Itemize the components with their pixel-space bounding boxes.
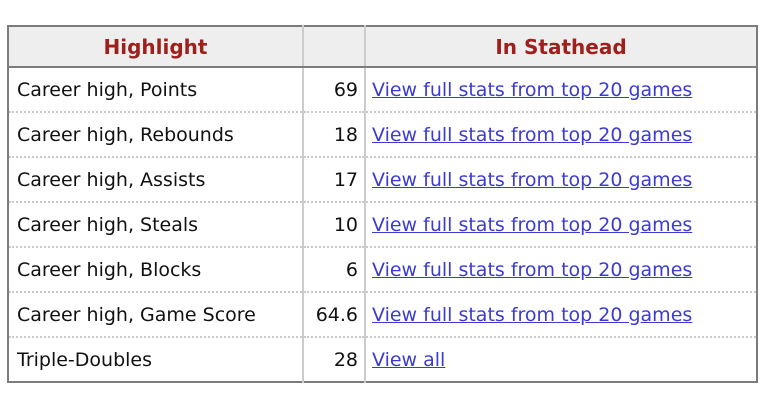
highlights-table: Highlight In Stathead Career high, Point… xyxy=(7,25,758,383)
stathead-link-cell: View full stats from top 20 games xyxy=(364,291,757,337)
highlight-label: Career high, Game Score xyxy=(8,291,303,337)
header-row: Highlight In Stathead xyxy=(8,26,757,68)
table-row: Career high, Blocks 6 View full stats fr… xyxy=(8,246,757,292)
highlight-label: Career high, Points xyxy=(8,67,303,112)
table-row: Career high, Steals 10 View full stats f… xyxy=(8,201,757,247)
stathead-link-cell: View full stats from top 20 games xyxy=(364,156,757,202)
stathead-link-cell: View full stats from top 20 games xyxy=(364,111,757,157)
highlight-label: Career high, Steals xyxy=(8,201,303,247)
stathead-link[interactable]: View full stats from top 20 games xyxy=(372,258,693,281)
stathead-link-cell: View full stats from top 20 games xyxy=(364,67,757,112)
highlight-value: 64.6 xyxy=(302,291,365,337)
table-row: Career high, Points 69 View full stats f… xyxy=(8,67,757,112)
column-header-in-stathead: In Stathead xyxy=(364,26,757,68)
table-header: Highlight In Stathead xyxy=(8,26,757,68)
highlight-value: 28 xyxy=(302,336,365,382)
column-header-highlight: Highlight xyxy=(8,26,303,68)
table-row: Career high, Game Score 64.6 View full s… xyxy=(8,291,757,337)
stathead-link[interactable]: View full stats from top 20 games xyxy=(372,303,693,326)
stathead-link[interactable]: View full stats from top 20 games xyxy=(372,168,693,191)
highlight-label: Triple-Doubles xyxy=(8,336,303,382)
stathead-link[interactable]: View all xyxy=(372,348,446,371)
highlight-label: Career high, Blocks xyxy=(8,246,303,292)
stathead-link[interactable]: View full stats from top 20 games xyxy=(372,123,693,146)
stathead-link[interactable]: View full stats from top 20 games xyxy=(372,78,693,101)
stathead-link-cell: View full stats from top 20 games xyxy=(364,201,757,247)
highlight-value: 18 xyxy=(302,111,365,157)
highlight-value: 6 xyxy=(302,246,365,292)
highlight-label: Career high, Assists xyxy=(8,156,303,202)
stathead-link-cell: View all xyxy=(364,336,757,382)
highlight-value: 17 xyxy=(302,156,365,202)
highlight-label: Career high, Rebounds xyxy=(8,111,303,157)
stathead-link-cell: View full stats from top 20 games xyxy=(364,246,757,292)
page: Highlight In Stathead Career high, Point… xyxy=(7,25,758,383)
highlight-value: 69 xyxy=(302,67,365,112)
highlight-value: 10 xyxy=(302,201,365,247)
table-row: Triple-Doubles 28 View all xyxy=(8,336,757,382)
stathead-link[interactable]: View full stats from top 20 games xyxy=(372,213,693,236)
table-row: Career high, Rebounds 18 View full stats… xyxy=(8,111,757,157)
table-row: Career high, Assists 17 View full stats … xyxy=(8,156,757,202)
table-body: Career high, Points 69 View full stats f… xyxy=(8,67,757,382)
column-header-value xyxy=(302,26,365,68)
